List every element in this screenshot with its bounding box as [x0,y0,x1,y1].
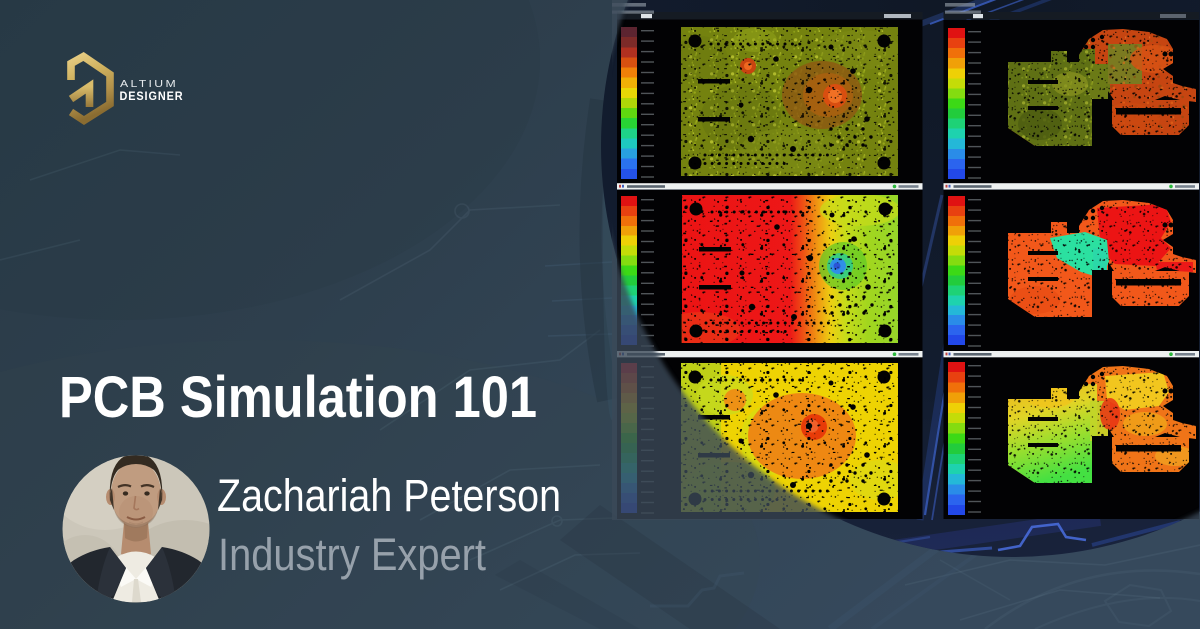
svg-text:ALTIUM: ALTIUM [120,78,178,90]
svg-text:Industry Expert: Industry Expert [218,529,486,580]
svg-text:Zachariah Peterson: Zachariah Peterson [217,470,561,521]
svg-text:PCB Simulation 101: PCB Simulation 101 [59,365,537,430]
svg-text:DESIGNER: DESIGNER [120,89,184,103]
